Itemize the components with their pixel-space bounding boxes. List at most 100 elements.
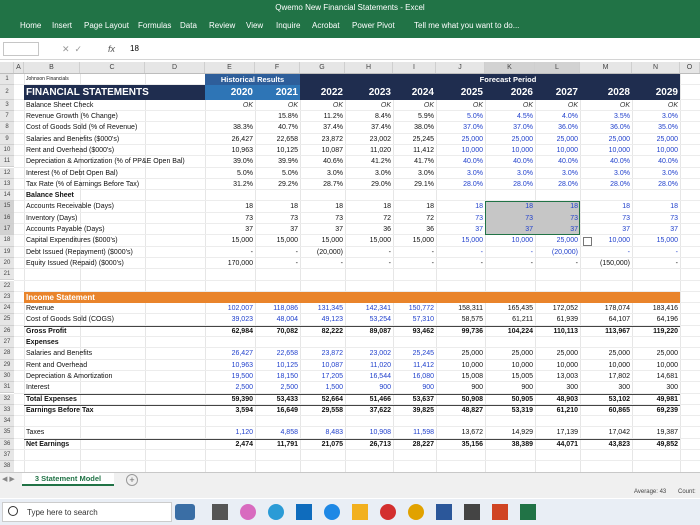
ribbon-tab[interactable]: Acrobat <box>312 21 340 30</box>
row-number[interactable]: 33 <box>0 404 14 417</box>
row-number[interactable]: 18 <box>0 235 14 247</box>
taskbar-icon[interactable] <box>324 504 340 520</box>
column-header[interactable]: A <box>14 62 24 73</box>
row-number[interactable]: 27 <box>0 337 14 349</box>
row-number[interactable]: 24 <box>0 303 14 315</box>
row-number[interactable]: 35 <box>0 427 14 439</box>
column-header[interactable]: M <box>580 62 632 73</box>
taskbar-icon[interactable] <box>436 504 452 520</box>
cell-value: 2025 <box>460 87 483 98</box>
taskbar-icon[interactable] <box>464 504 480 520</box>
add-sheet[interactable]: + <box>126 474 138 486</box>
row-number[interactable]: 3 <box>0 100 14 111</box>
taskbar-icon[interactable] <box>380 504 396 520</box>
row-number[interactable]: 2 <box>0 85 14 100</box>
row-number[interactable]: 37 <box>0 450 14 462</box>
taskbar-icon[interactable] <box>520 504 536 520</box>
taskbar-icon[interactable] <box>175 504 195 520</box>
row-number[interactable]: 28 <box>0 348 14 360</box>
row-number[interactable]: 14 <box>0 190 14 202</box>
cell-value: 99,736 <box>461 327 483 335</box>
taskbar-icon[interactable] <box>296 504 312 520</box>
row-number[interactable]: 30 <box>0 370 14 383</box>
ribbon-tab[interactable]: Formulas <box>138 21 172 30</box>
row-number[interactable]: 25 <box>0 314 14 326</box>
sheet-grid: Historical Results Forecast Period 1 Johnso… <box>0 74 700 472</box>
row-number[interactable]: 38 <box>0 461 14 472</box>
column-header[interactable]: C <box>80 62 145 73</box>
cell-value: 17,802 <box>608 372 630 380</box>
column-header[interactable]: N <box>632 62 680 73</box>
ribbon-tab[interactable]: Home <box>20 21 42 30</box>
cell-value: - <box>388 259 391 267</box>
ribbon-tab[interactable]: Page Layout <box>84 21 129 30</box>
cell-value: 150,772 <box>408 305 434 313</box>
row-number[interactable]: 32 <box>0 393 14 405</box>
row-number[interactable]: 22 <box>0 280 14 292</box>
cell-value: 25,000 <box>461 350 483 358</box>
row-number[interactable]: 26 <box>0 325 14 337</box>
sheet-tab[interactable]: 3 Statement Model <box>22 473 114 486</box>
column-header[interactable]: J <box>436 62 485 73</box>
taskbar-icon[interactable] <box>240 504 256 520</box>
quick-analysis[interactable] <box>583 237 592 247</box>
taskbar-icon[interactable] <box>352 504 368 520</box>
row-number[interactable]: 17 <box>0 224 14 236</box>
row-number[interactable]: 20 <box>0 257 14 270</box>
formula-bar <box>0 38 700 60</box>
cell-value: 49,981 <box>656 395 678 403</box>
ribbon-tab[interactable]: View <box>246 21 264 30</box>
cell-value: 40.0% <box>513 158 533 166</box>
taskbar-icon[interactable] <box>268 504 284 520</box>
column-header[interactable]: L <box>535 62 580 73</box>
tell-me[interactable]: Tell me what you want to do... <box>414 21 520 30</box>
row-number[interactable]: 10 <box>0 144 14 157</box>
ribbon-tab[interactable]: Review <box>209 21 236 30</box>
column-header[interactable]: E <box>205 62 255 73</box>
cell-value: 10,125 <box>276 361 298 369</box>
row-number[interactable]: 36 <box>0 438 14 450</box>
column-header[interactable]: B <box>24 62 80 73</box>
cell-value: 11,020 <box>370 146 391 154</box>
ribbon: FileHomeInsertPage LayoutFormulasDataRev… <box>0 16 700 38</box>
column-header[interactable]: G <box>300 62 345 73</box>
row-label: Interest (% of Debt Open Bal) <box>26 169 118 177</box>
column-header[interactable]: H <box>345 62 393 73</box>
row-number[interactable]: 11 <box>0 156 14 168</box>
column-header[interactable]: K <box>485 62 535 73</box>
row-number[interactable]: 16 <box>0 212 14 224</box>
row-number[interactable]: 34 <box>0 416 14 428</box>
cell-value: 73 <box>622 214 630 222</box>
tab-nav[interactable]: ◀ ▶ <box>2 476 15 483</box>
row-number[interactable]: 13 <box>0 178 14 191</box>
row-number[interactable]: 31 <box>0 382 14 394</box>
row-number[interactable]: 7 <box>0 111 14 123</box>
row-number[interactable]: 19 <box>0 246 14 258</box>
row-number[interactable]: 15 <box>0 201 14 213</box>
column-header[interactable]: D <box>145 62 205 73</box>
ribbon-tab[interactable]: Data <box>180 21 197 30</box>
row-number[interactable]: 12 <box>0 167 14 179</box>
row-number[interactable]: 21 <box>0 269 14 281</box>
cell-value: 10,000 <box>556 146 578 154</box>
taskbar-search[interactable]: Type here to search <box>2 502 172 522</box>
cell-value: 3.0% <box>375 169 391 177</box>
row-number[interactable]: 1 <box>0 74 14 85</box>
cell-value: 35,156 <box>461 440 483 448</box>
name-box[interactable] <box>3 42 39 56</box>
cell-value: 49,852 <box>656 440 678 448</box>
ribbon-tab[interactable]: Inquire <box>276 21 301 30</box>
cell-value: 52,664 <box>321 395 343 403</box>
row-number[interactable]: 8 <box>0 122 14 134</box>
column-header[interactable]: I <box>393 62 436 73</box>
column-header[interactable]: O <box>680 62 700 73</box>
ribbon-tab[interactable]: Insert <box>52 21 73 30</box>
taskbar-icon[interactable] <box>408 504 424 520</box>
row-number[interactable]: 9 <box>0 133 14 145</box>
row-number[interactable]: 23 <box>0 291 14 304</box>
ribbon-tab[interactable]: Power Pivot <box>352 21 395 30</box>
row-number[interactable]: 29 <box>0 359 14 371</box>
column-header[interactable]: F <box>255 62 300 73</box>
taskbar-icon[interactable] <box>492 504 508 520</box>
taskbar-icon[interactable] <box>212 504 228 520</box>
